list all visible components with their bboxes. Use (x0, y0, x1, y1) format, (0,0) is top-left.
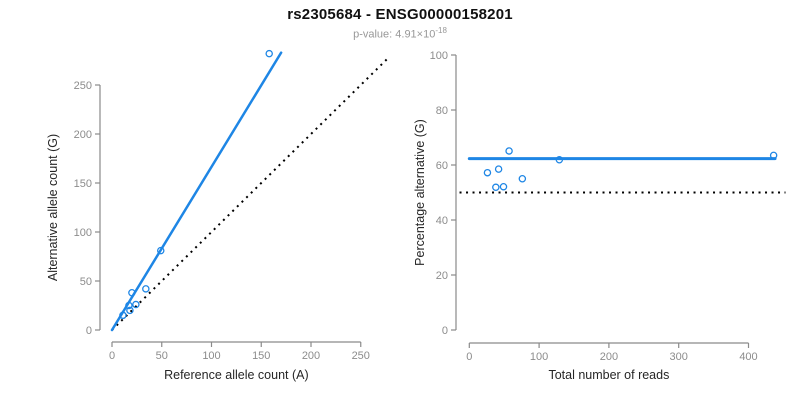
plot-left-data-point (265, 49, 273, 58)
plot-left-data-point (126, 306, 134, 315)
plot-left-y-axis-title: Alternative allele count (G) (46, 134, 60, 281)
plot-left-data-point (128, 289, 136, 297)
plot-right-y-tick-label: 20 (436, 270, 448, 282)
plot-left-y-tick-label: 200 (74, 129, 92, 141)
plot-left-data-point (119, 311, 127, 320)
plot-left-x-tick-label: 150 (252, 350, 270, 362)
plot-left-x-axis-title: Reference allele count (A) (164, 368, 309, 382)
plot-right-y-tick-label: 0 (442, 325, 448, 337)
pvalue-exponent: -18 (435, 26, 447, 35)
plot-right-x-tick-label: 400 (739, 351, 757, 363)
plot-right-data-point (492, 183, 500, 192)
plot-right-y-tick-label: 100 (430, 50, 448, 62)
plot-left-y-tick-label: 50 (80, 276, 92, 288)
plot-left-x-tick-label: 200 (302, 350, 320, 362)
plot-left-y-tick-label: 250 (74, 80, 92, 92)
plot-left-x-tick-label: 100 (202, 350, 220, 362)
plot-right-data-point (555, 156, 564, 164)
plot-left-y-tick-label: 150 (74, 178, 92, 190)
plot-right-data-point (518, 174, 527, 183)
plot-right-y-tick-label: 40 (436, 215, 448, 227)
plot-left-data-point (157, 246, 165, 255)
plot-left-data-point (125, 301, 133, 310)
plot-right-x-tick-label: 300 (670, 351, 688, 363)
plot-right-data-point (769, 151, 778, 160)
plot-right-data-point (505, 147, 513, 155)
plot-left-y-tick-label: 100 (74, 227, 92, 239)
plot-left-x-tick-label: 0 (109, 350, 115, 362)
plot-left-x-tick-label: 50 (156, 350, 168, 362)
plot-right-x-tick-label: 100 (530, 351, 548, 363)
plot-right-x-tick-label: 0 (466, 351, 472, 363)
page-title: rs2305684 - ENSG00000158201 (287, 6, 513, 23)
plot-right-data-point (494, 165, 503, 173)
plot-left-x-tick-label: 250 (352, 350, 370, 362)
plot-left-y-tick-label: 0 (86, 325, 92, 337)
plot-right-y-axis-title: Percentage alternative (G) (413, 119, 427, 266)
plot-left-data-point (132, 300, 140, 309)
plot-left-fit-line (110, 51, 283, 332)
plot-right-y-tick-label: 80 (436, 105, 448, 117)
plot-left-reference-dotted-line (111, 58, 388, 331)
plot-right-y-tick-label: 60 (436, 160, 448, 172)
plot-left-data-point (142, 285, 150, 293)
plot-right-data-point (499, 182, 508, 191)
plot-right-x-axis-title: Total number of reads (548, 368, 669, 382)
plot-right-x-tick-label: 200 (600, 351, 618, 363)
plot-right-data-point (483, 168, 492, 177)
pvalue-subtitle: p-value: 4.91×10-18 (0, 26, 800, 41)
pvalue-text: p-value: 4.91×10 (353, 28, 436, 41)
